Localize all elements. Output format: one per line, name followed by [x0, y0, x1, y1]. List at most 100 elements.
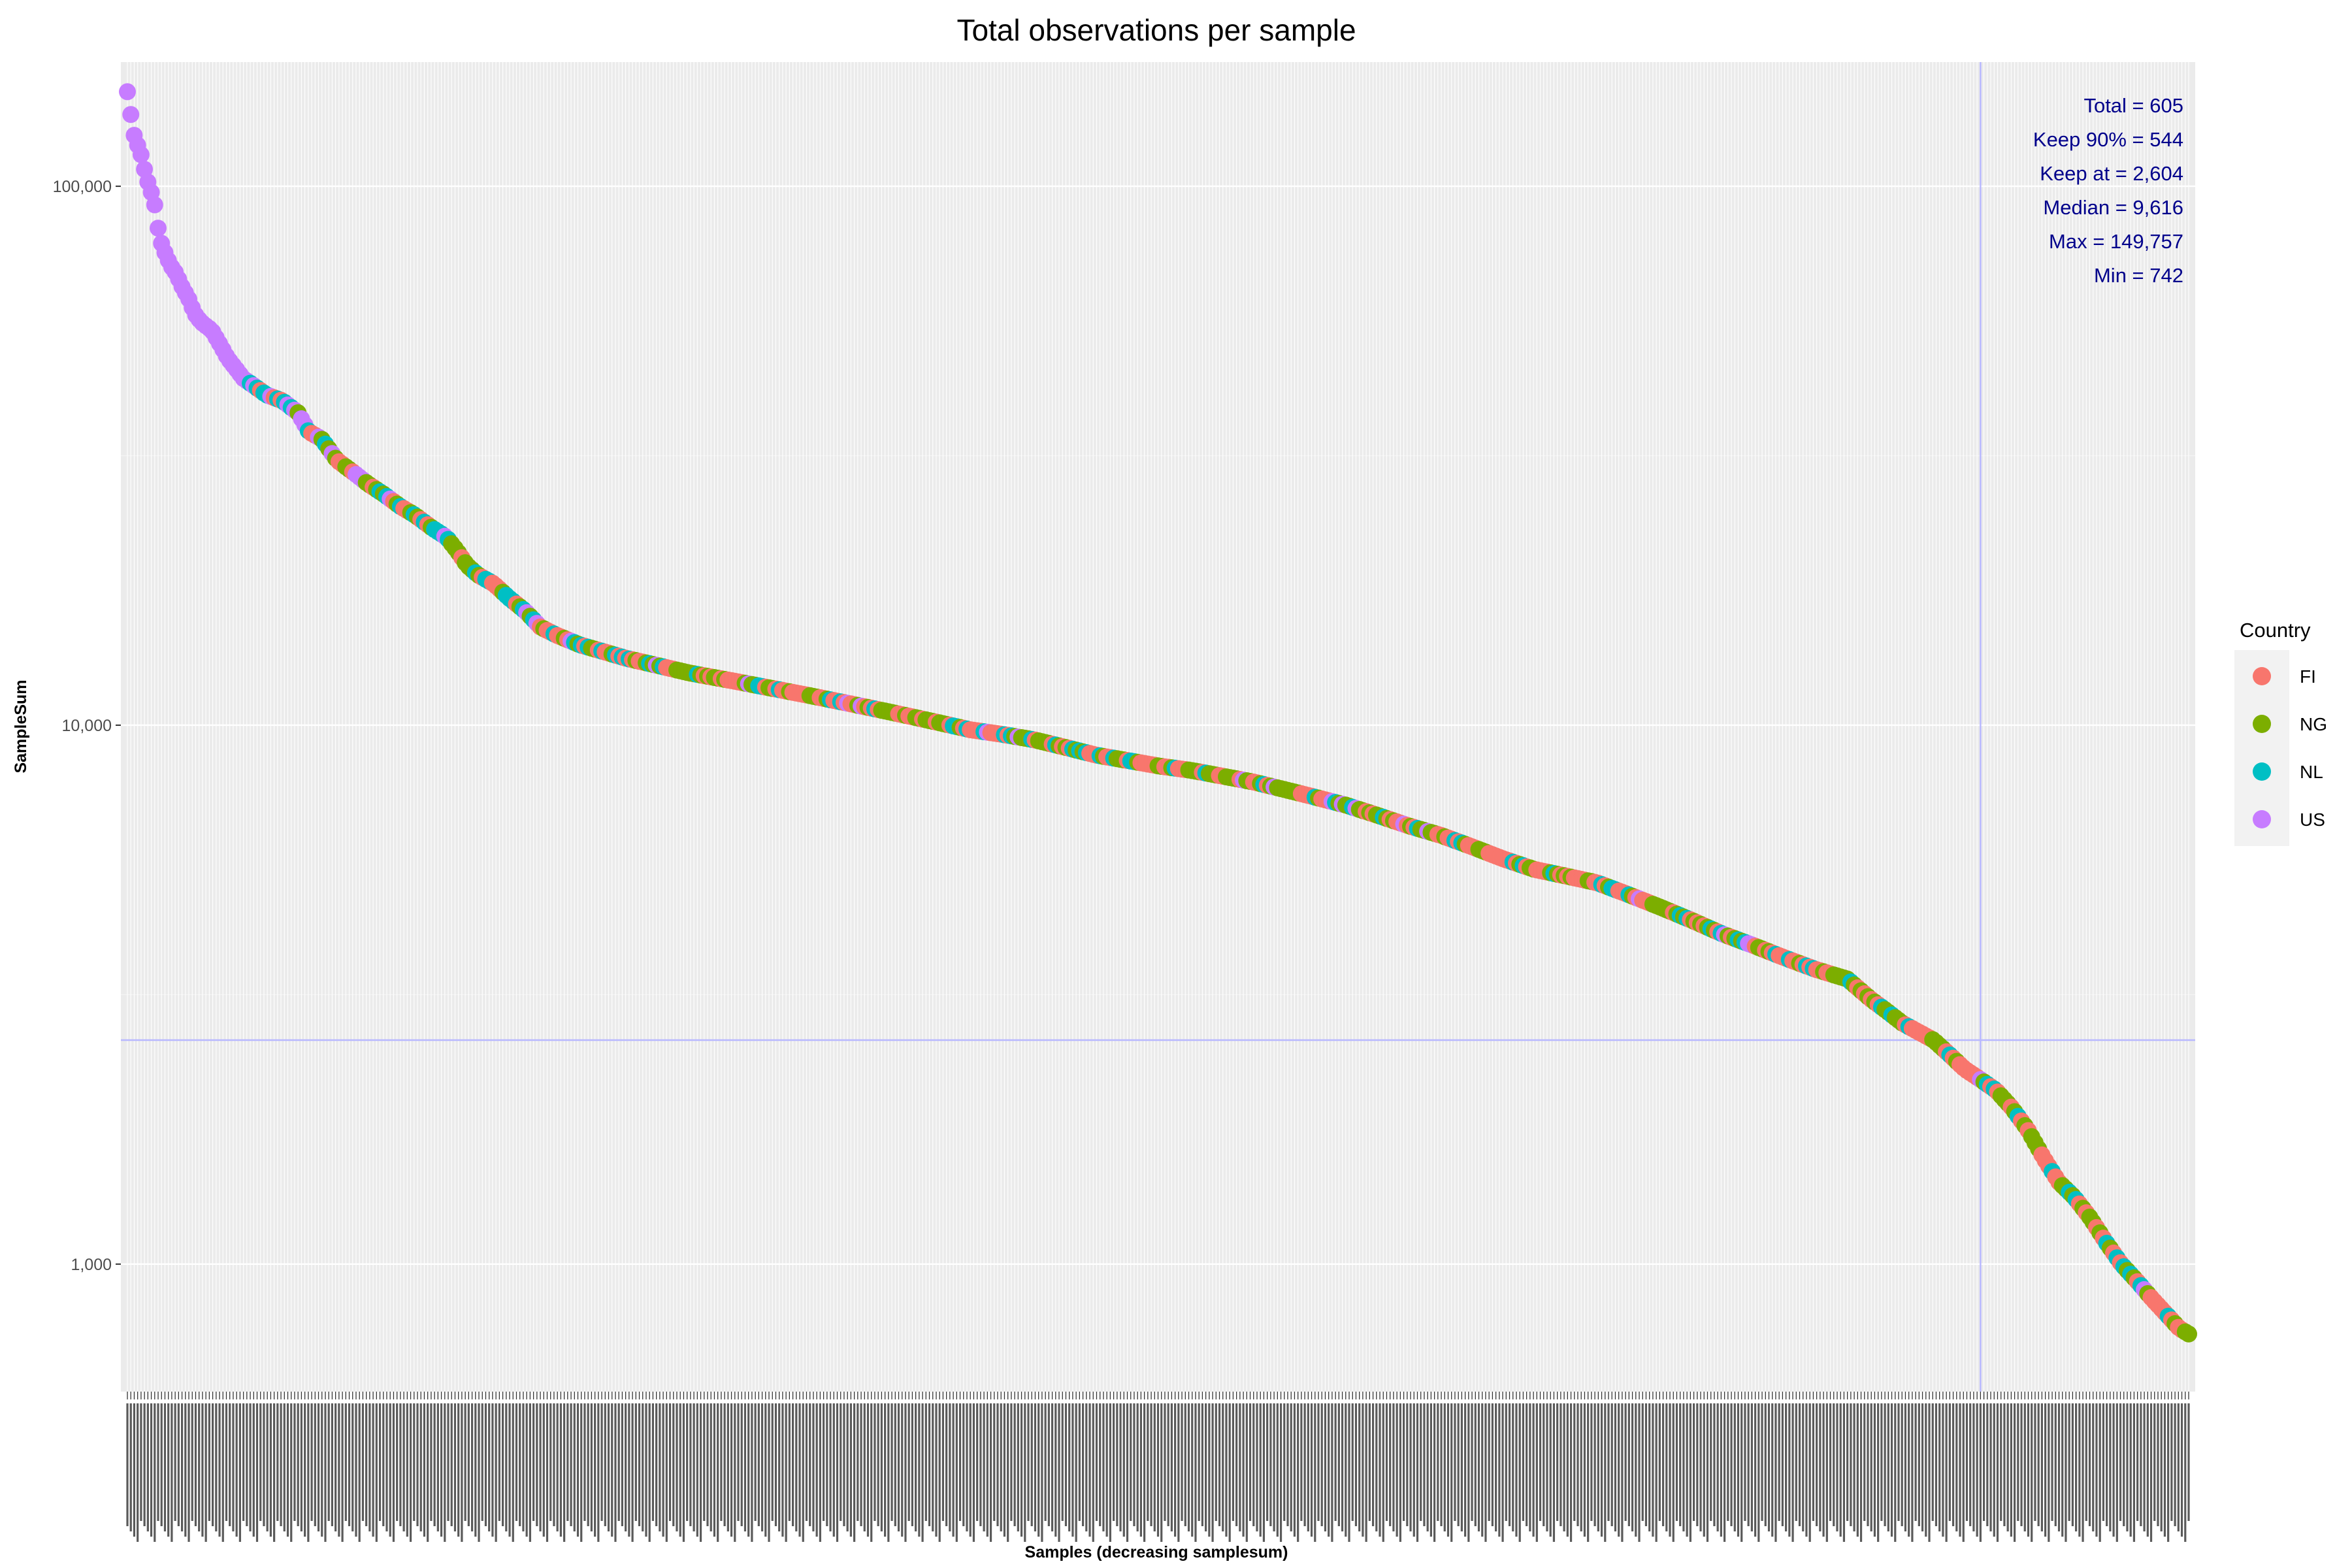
- x-tick-label: [676, 1403, 678, 1531]
- x-tick-label: [1955, 1403, 1958, 1531]
- x-tick-label: [355, 1403, 357, 1537]
- x-tick-label: [2126, 1403, 2129, 1531]
- x-tick-label: [1778, 1403, 1780, 1521]
- annotation-block: Total = 605 Keep 90% = 544 Keep at = 2,604…: [2033, 94, 2183, 287]
- x-tick-label: [358, 1403, 361, 1542]
- x-tick-label: [1303, 1403, 1306, 1526]
- x-tick-label: [958, 1403, 962, 1521]
- x-tick-label: [1345, 1403, 1347, 1537]
- x-tick-label: [154, 1403, 156, 1542]
- x-tick-label: [907, 1403, 910, 1521]
- x-tick-label: [1699, 1403, 1702, 1531]
- x-tick-label: [1590, 1403, 1593, 1521]
- x-tick-label: [1232, 1403, 1235, 1521]
- x-tick-label: [966, 1403, 968, 1531]
- x-tick-label: [884, 1403, 887, 1537]
- x-tick-label: [1543, 1403, 1545, 1526]
- x-tick-label: [1692, 1403, 1695, 1521]
- x-tick-label: [1396, 1403, 1398, 1537]
- x-tick-label: [2010, 1403, 2012, 1537]
- x-tick-label: [2132, 1403, 2136, 1542]
- x-tick-label: [679, 1403, 681, 1537]
- x-tick-label: [1170, 1403, 1173, 1531]
- x-tick-label: [1109, 1403, 1111, 1542]
- x-tick-label: [1194, 1403, 1197, 1542]
- x-tick-label: [1618, 1403, 1620, 1537]
- x-tick-label: [2051, 1403, 2053, 1521]
- y-axis-title: SampleSum: [12, 679, 30, 773]
- x-tick-label: [126, 1403, 129, 1526]
- x-tick-label: [918, 1403, 921, 1537]
- x-tick-label: [1904, 1403, 1907, 1531]
- legend-key: [2253, 667, 2271, 685]
- x-tick-label: [1464, 1403, 1467, 1537]
- x-tick-label: [1627, 1403, 1630, 1526]
- x-tick-label: [1665, 1403, 1668, 1531]
- x-tick-label: [573, 1403, 576, 1531]
- x-tick-label: [986, 1403, 988, 1537]
- x-tick-label: [1467, 1403, 1470, 1542]
- x-tick-label: [1474, 1403, 1477, 1526]
- x-tick-label: [1597, 1403, 1599, 1531]
- x-tick-label: [1546, 1403, 1548, 1531]
- x-tick-label: [1791, 1403, 1794, 1542]
- x-tick-label: [1413, 1403, 1415, 1537]
- x-tick-label: [1071, 1403, 1074, 1537]
- x-tick-label: [221, 1403, 224, 1542]
- x-tick-label: [1829, 1403, 1832, 1521]
- x-tick-label: [2112, 1403, 2115, 1537]
- x-tick-label: [2123, 1403, 2125, 1526]
- x-tick-label: [505, 1403, 508, 1531]
- x-tick-label: [1808, 1403, 1811, 1542]
- x-tick-label: [1658, 1403, 1661, 1521]
- x-tick-label: [2149, 1403, 2153, 1542]
- x-tick-label: [553, 1403, 555, 1526]
- x-tick-label: [2095, 1403, 2098, 1537]
- annotation-line: Keep 90% = 544: [2033, 128, 2183, 151]
- x-tick-label: [866, 1403, 870, 1537]
- x-tick-label: [594, 1403, 596, 1537]
- x-tick-label: [1147, 1403, 1149, 1521]
- x-tick-label: [546, 1403, 549, 1542]
- x-tick-label: [1116, 1403, 1119, 1526]
- x-tick-label: [781, 1403, 784, 1537]
- x-tick-label: [293, 1403, 296, 1521]
- x-tick-label: [1839, 1403, 1842, 1537]
- x-tick-label: [1279, 1403, 1282, 1542]
- x-tick-label: [1672, 1403, 1674, 1542]
- x-tick-label: [778, 1403, 781, 1531]
- x-tick-label: [880, 1403, 883, 1531]
- x-tick-label: [133, 1403, 136, 1537]
- x-tick-label: [1859, 1403, 1863, 1542]
- x-tick-label: [672, 1403, 675, 1526]
- x-tick-label: [976, 1403, 979, 1521]
- x-tick-label: [597, 1403, 600, 1542]
- x-tick-label: [1686, 1403, 1688, 1537]
- x-tick-label: [849, 1403, 852, 1537]
- x-tick-label: [280, 1403, 282, 1526]
- x-tick-label: [1867, 1403, 1869, 1526]
- x-tick-label: [2065, 1403, 2067, 1542]
- x-tick-label: [1003, 1403, 1006, 1537]
- x-tick-label: [2040, 1403, 2043, 1531]
- x-tick-label: [2102, 1403, 2105, 1521]
- x-tick-label: [2061, 1403, 2064, 1537]
- x-tick-label: [1515, 1403, 1518, 1537]
- x-tick-label: [1426, 1403, 1429, 1531]
- x-tick-label: [1054, 1403, 1057, 1537]
- x-tick-label: [375, 1403, 378, 1542]
- x-tick-label: [440, 1403, 443, 1537]
- x-tick-label: [1320, 1403, 1323, 1526]
- x-tick-label: [1245, 1403, 1248, 1542]
- x-tick-label: [2157, 1403, 2159, 1526]
- x-tick-label: [1235, 1403, 1238, 1526]
- x-tick-label: [689, 1403, 692, 1526]
- x-tick-label: [1600, 1403, 1603, 1537]
- reference-lines: [121, 62, 2195, 1392]
- x-tick-label: [1273, 1403, 1275, 1531]
- x-tick-label: [2092, 1403, 2095, 1531]
- x-tick-label: [1529, 1403, 1531, 1531]
- x-tick-label: [276, 1403, 279, 1521]
- x-tick-label: [1744, 1403, 1746, 1521]
- x-tick-label: [512, 1403, 514, 1542]
